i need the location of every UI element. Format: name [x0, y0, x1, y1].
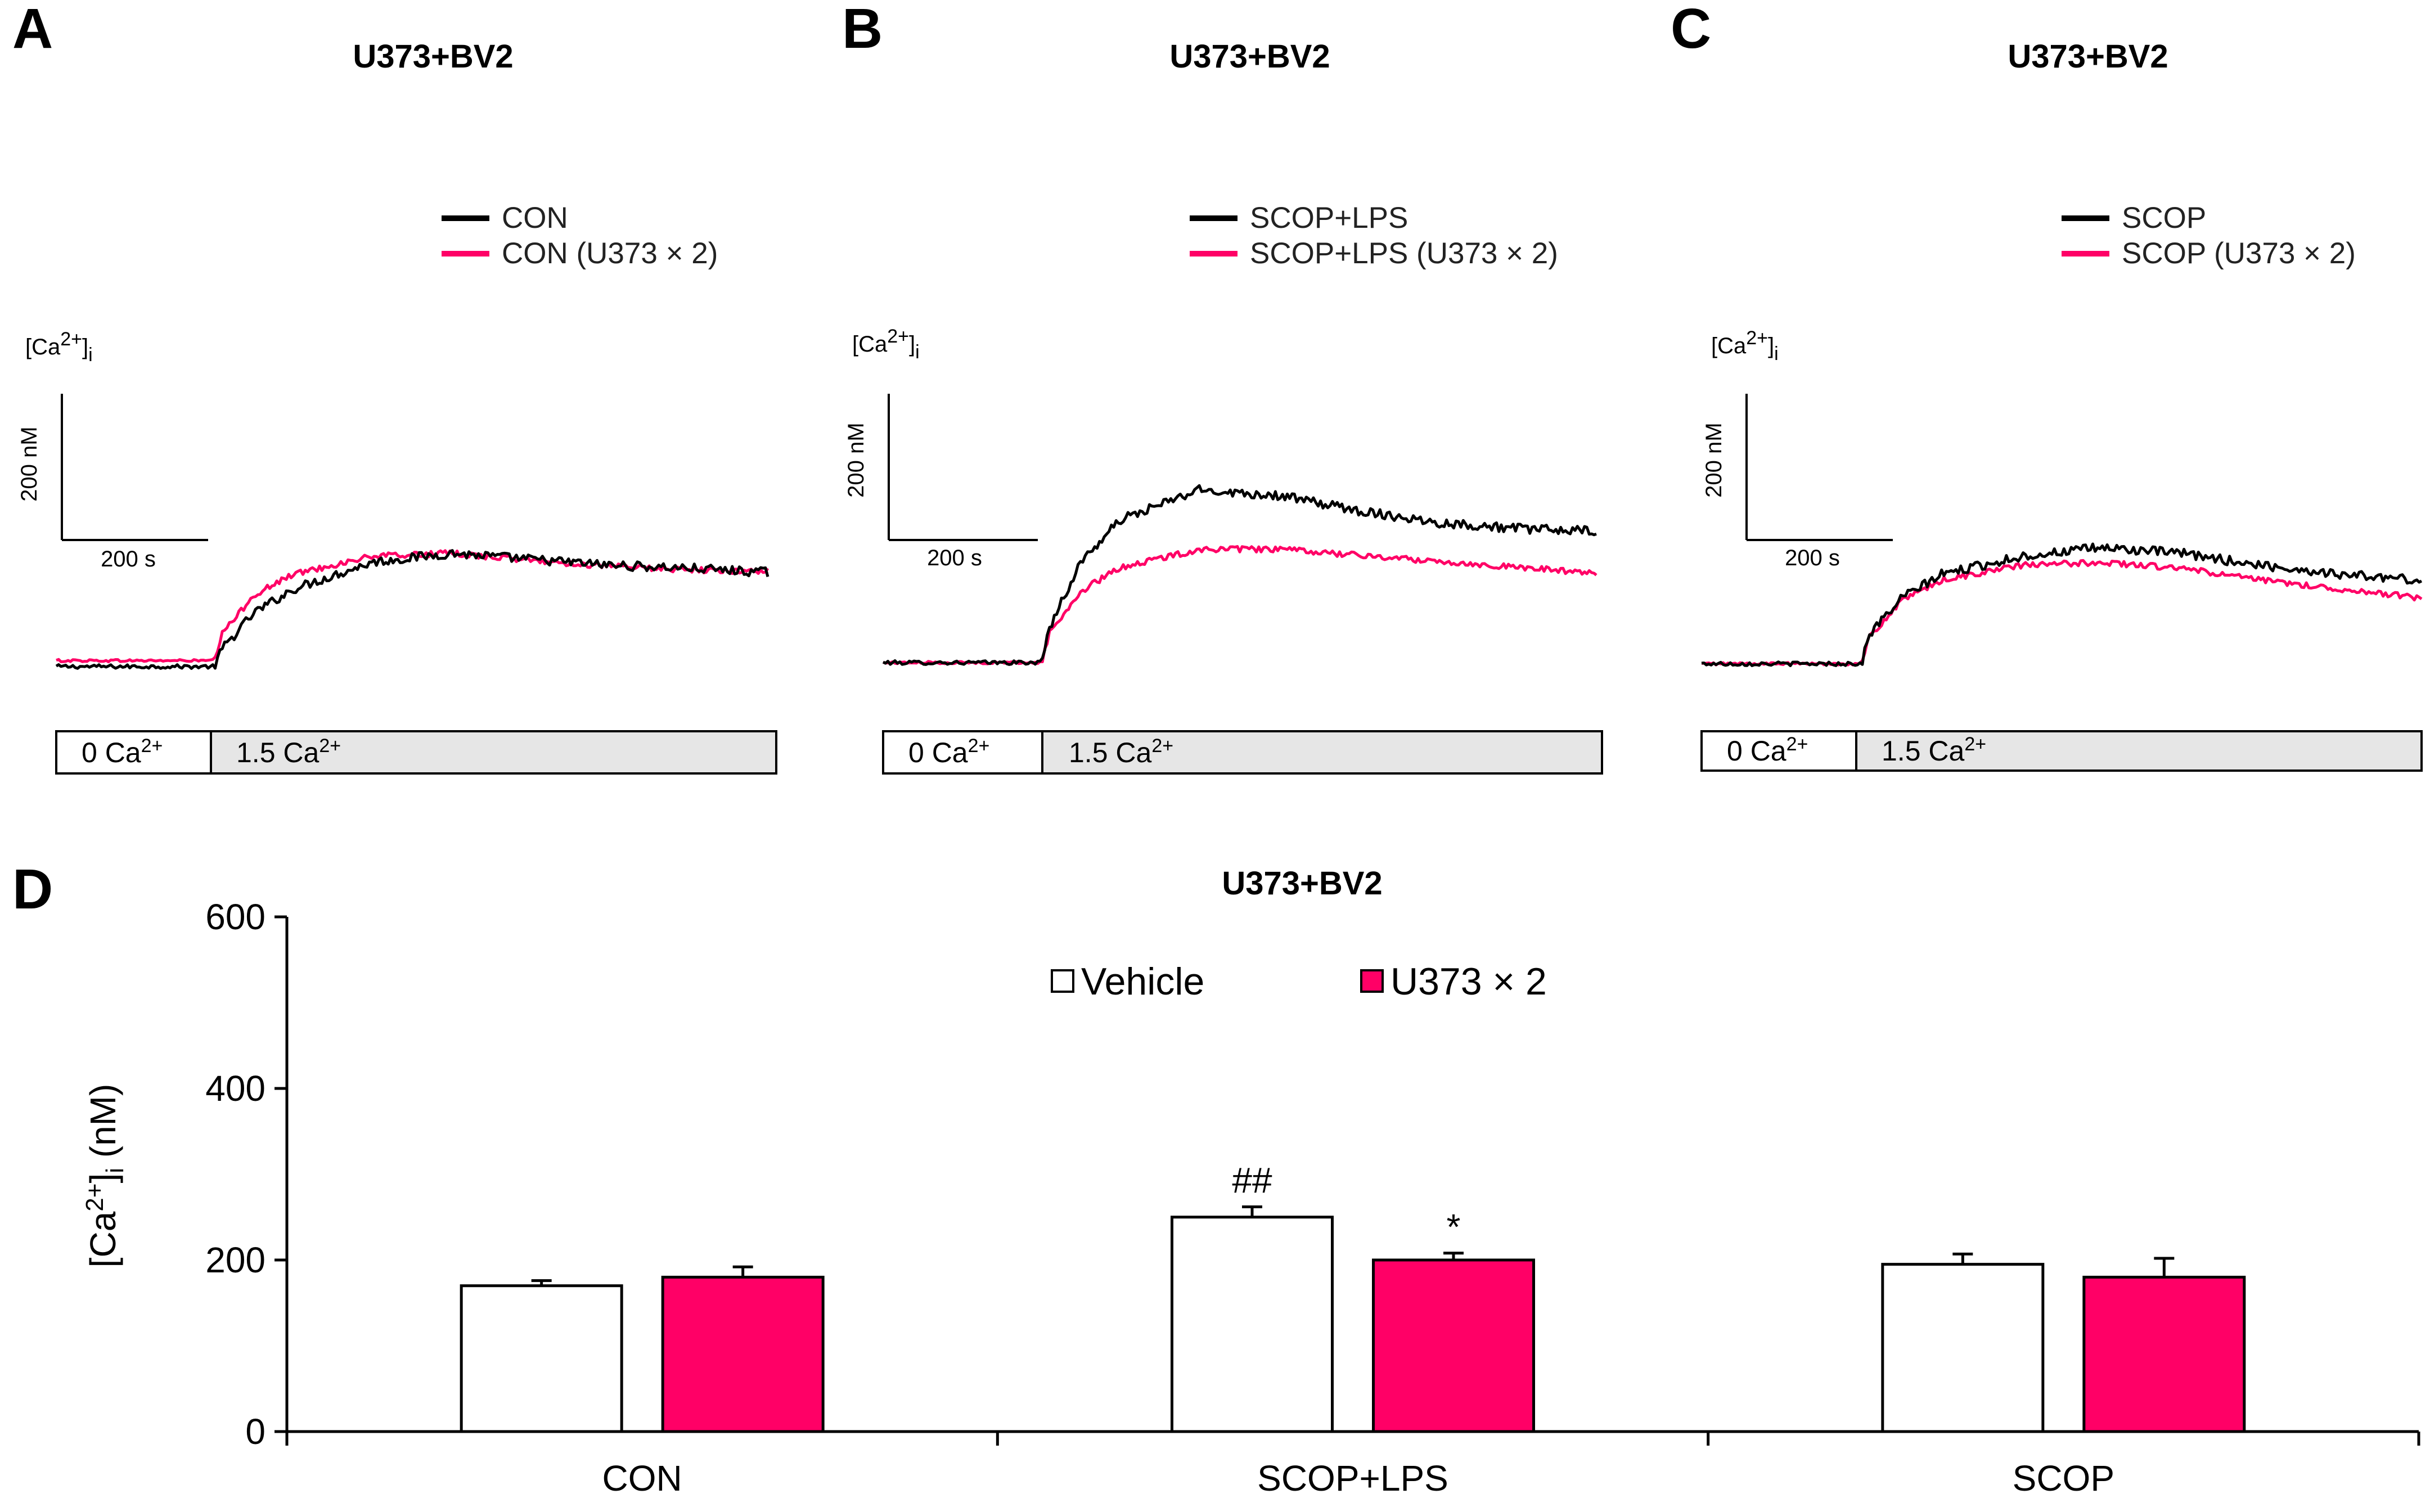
panel-c-solution-bar: 0 Ca2+ 1.5 Ca2+ — [1700, 730, 2423, 772]
panel-a-legend: CON CON (U373 × 2) — [442, 201, 718, 270]
legend-label-vehicle: Vehicle — [1081, 960, 1204, 1003]
panel-a-title: U373+BV2 — [353, 38, 513, 75]
panel-b-traces — [882, 484, 1598, 666]
solution-box-ca — [210, 730, 777, 775]
scale-y-value: 200 nM — [844, 422, 868, 497]
y-tick-label: 0 — [245, 1411, 266, 1452]
bar-u373-scop-lps — [1372, 1258, 1535, 1433]
y-tick-label: 400 — [205, 1068, 266, 1109]
panel-c-title: U373+BV2 — [2008, 38, 2168, 75]
panel-c: C U373+BV2 SCOP SCOP (U373 × 2) [Ca2+]i … — [1671, 0, 2423, 772]
panel-letter-a: A — [12, 0, 53, 60]
solution-label-ca: 1.5 Ca2+ — [236, 735, 341, 768]
panel-a-solution-bar: 0 Ca2+ 1.5 Ca2+ — [55, 730, 777, 775]
panel-d-title: U373+BV2 — [1222, 865, 1382, 902]
panel-d-legend: Vehicle U373 × 2 — [1051, 960, 1547, 1003]
panel-a-scale-bar: [Ca2+]i 200 nM 200 s — [17, 328, 208, 572]
panel-d: D U373+BV2 [Ca2+]i (nM) Vehicle U373 × 2… — [12, 858, 2420, 1498]
scale-y-label: [Ca2+]i — [1711, 327, 1779, 364]
y-tick-label: 600 — [205, 897, 266, 937]
panel-letter-c: C — [1671, 0, 1711, 60]
legend-label-u373: U373 × 2 — [1390, 960, 1547, 1003]
panel-a-traces — [55, 549, 770, 670]
legend-swatch-vehicle — [1051, 969, 1074, 993]
panel-a: A U373+BV2 CON CON (U373 × 2) [Ca2+]i 20… — [12, 0, 777, 775]
x-tick-label: CON — [602, 1458, 682, 1498]
panel-letter-d: D — [12, 858, 53, 921]
bar-vehicle-con — [460, 1284, 623, 1433]
bar-u373-scop — [2082, 1276, 2246, 1433]
legend-label-con: CON — [502, 201, 568, 235]
trace-line-con — [55, 549, 770, 670]
trace-line-scop-lps — [882, 484, 1597, 666]
panel-c-legend: SCOP SCOP (U373 × 2) — [2062, 201, 2356, 270]
trace-line-scop — [1701, 542, 2423, 667]
scale-x-value: 200 s — [1785, 546, 1840, 570]
panel-letter-b: B — [842, 0, 883, 60]
panel-c-traces — [1701, 542, 2423, 667]
scale-y-value: 200 nM — [1702, 422, 1726, 497]
scale-x-value: 200 s — [927, 546, 982, 570]
scale-y-value: 200 nM — [17, 426, 42, 501]
significance-marker: ## — [1232, 1160, 1272, 1200]
solution-box-zero-ca — [1700, 730, 1857, 772]
scale-y-label: [Ca2+]i — [852, 326, 920, 363]
panel-b-legend: SCOP+LPS SCOP+LPS (U373 × 2) — [1190, 201, 1558, 270]
solution-box-zero-ca — [882, 730, 1043, 775]
panel-b: B U373+BV2 SCOP+LPS SCOP+LPS (U373 × 2) … — [842, 0, 1603, 775]
legend-label-scop-lps-u373: SCOP+LPS (U373 × 2) — [1250, 237, 1558, 270]
bar-vehicle-scop-lps — [1171, 1216, 1334, 1433]
panel-b-solution-bar: 0 Ca2+ 1.5 Ca2+ — [882, 730, 1603, 775]
significance-marker: * — [1447, 1207, 1461, 1247]
trace-line-scop-u373-2 — [1701, 559, 2423, 667]
x-tick-label: SCOP+LPS — [1257, 1458, 1448, 1498]
bar-u373-con — [661, 1276, 825, 1433]
panel-b-title: U373+BV2 — [1169, 38, 1330, 75]
panel-c-scale-bar: [Ca2+]i 200 nM 200 s — [1702, 327, 1893, 570]
solution-box-ca — [1855, 730, 2423, 772]
legend-label-con-u373: CON (U373 × 2) — [502, 237, 718, 270]
legend-label-scop-u373: SCOP (U373 × 2) — [2122, 237, 2356, 270]
bar-chart: 0 200 400 600 CON SCOP+LPS ## * SCOP — [205, 897, 2420, 1498]
legend-swatch-u373 — [1360, 969, 1384, 993]
solution-box-ca — [1041, 730, 1603, 775]
legend-label-scop: SCOP — [2122, 201, 2206, 235]
panel-b-scale-bar: [Ca2+]i 200 nM 200 s — [844, 326, 1038, 570]
y-axis-label: [Ca2+]i (nM) — [81, 1084, 129, 1268]
trace-line-scop-lps-u373-2 — [883, 545, 1598, 665]
bar-vehicle-scop — [1881, 1263, 2045, 1433]
x-tick-label: SCOP — [2013, 1458, 2114, 1498]
y-tick-label: 200 — [205, 1240, 266, 1280]
legend-label-scop-lps: SCOP+LPS — [1250, 201, 1408, 235]
scale-x-value: 200 s — [101, 547, 156, 572]
scale-y-label: [Ca2+]i — [25, 328, 93, 366]
